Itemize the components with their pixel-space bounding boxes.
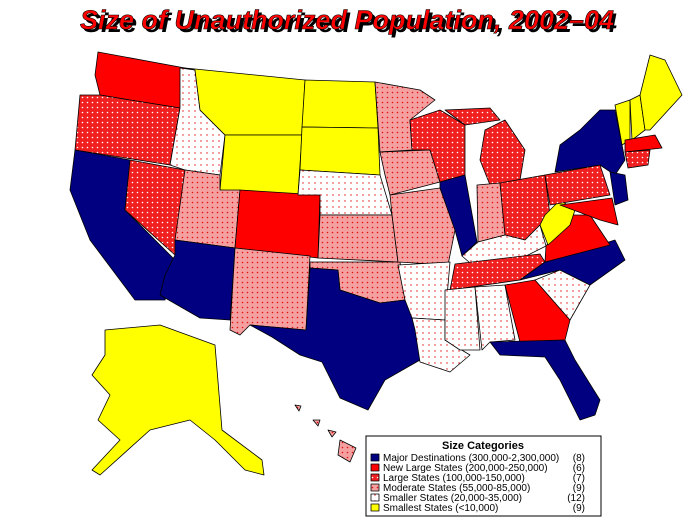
states (69, 51, 683, 476)
legend: Size Categories Major Destinations (300,… (365, 435, 602, 517)
title-shadow: Size of Unauthorized Population, 2002–04 (83, 8, 617, 38)
swatch (370, 483, 380, 492)
legend-box (365, 435, 602, 517)
title: Size of Unauthorized Population, 2002–04 (80, 5, 614, 35)
legend-label: New Large States (200,000-250,000) (383, 463, 548, 474)
swatch (370, 453, 380, 462)
legend-count: (6) (573, 463, 585, 474)
legend-count: (9) (573, 503, 585, 514)
legend-title: Size Categories (442, 440, 524, 452)
swatch (370, 493, 380, 502)
legend-count: (12) (567, 493, 585, 504)
legend-label: Smallest States (<10,000) (383, 503, 498, 514)
legend-count: (8) (573, 453, 585, 464)
swatch (370, 503, 380, 512)
legend-label: Large States (100,000-150,000) (383, 473, 525, 484)
legend-label: Smaller States (20,000-35,000) (383, 493, 522, 504)
swatch (370, 473, 380, 482)
legend-label: Moderate States (55,000-85,000) (383, 483, 530, 494)
legend-count: (9) (573, 483, 585, 494)
legend-label: Major Destinations (300,000-2,300,000) (383, 453, 559, 464)
legend-count: (7) (573, 473, 585, 484)
swatch (370, 463, 380, 472)
